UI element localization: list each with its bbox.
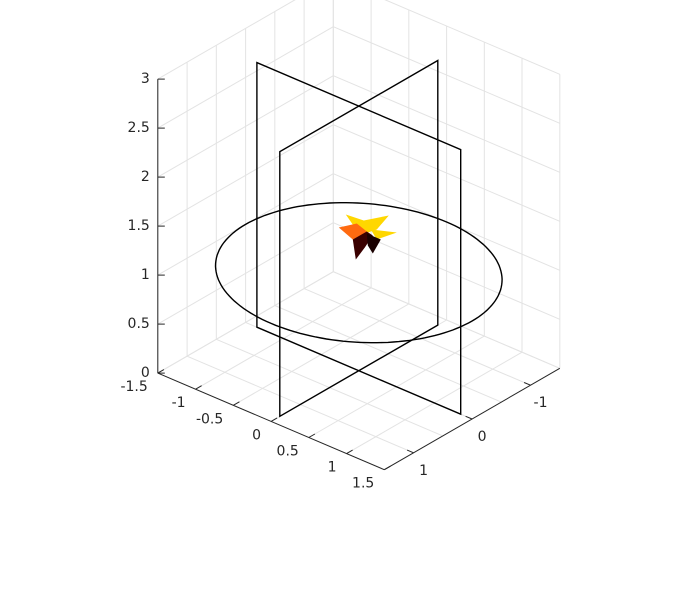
object-face-yellow	[345, 214, 389, 234]
z-tick-label: 2.5	[128, 120, 150, 136]
y-tick	[157, 369, 165, 374]
x-tick	[523, 382, 531, 386]
y-tick-label: 1	[328, 460, 337, 476]
grid-line	[157, 0, 296, 80]
grid-line	[157, 271, 334, 374]
x-tick	[406, 449, 414, 454]
y-tick	[270, 417, 278, 422]
y-tick	[308, 433, 316, 438]
y-tick	[346, 449, 353, 455]
y-tick-label: 0	[252, 427, 261, 443]
y-tick-label: -0.5	[196, 411, 223, 427]
grid-line	[157, 75, 334, 178]
grid-line	[157, 222, 334, 325]
tick-label-layer: -1 0 1 -1.5 -1 -0.5 0 0.5 1 1.5 0 0.5 1 1.5 2 2.5 3	[120, 71, 547, 492]
y-axis-line	[157, 372, 385, 471]
y-tick	[384, 465, 391, 471]
grid-line	[384, 0, 560, 75]
data-layer	[214, 59, 503, 418]
y-tick-label: 1.5	[352, 476, 374, 492]
axis-layer	[157, 78, 561, 471]
z-tick-label: 2	[141, 169, 150, 185]
z-tick-label: 1	[141, 267, 150, 283]
x-tick-label: -1	[534, 395, 548, 411]
object-face-darkest	[366, 233, 381, 254]
grid-line	[333, 75, 560, 173]
y-tick	[233, 401, 240, 406]
grid-line	[157, 26, 334, 129]
y-tick	[195, 385, 202, 390]
z-tick-label: 1.5	[128, 218, 150, 234]
grid-line	[333, 124, 560, 222]
z-tick-label: 3	[141, 71, 150, 87]
frame-yz	[256, 61, 462, 416]
y-tick-label: -1	[172, 395, 186, 411]
grid-line	[157, 124, 334, 227]
object-layer	[338, 214, 397, 260]
z-tick-label: 0.5	[128, 316, 150, 332]
x-tick-label: 1	[419, 463, 428, 479]
grid-line	[333, 26, 560, 124]
x-tick-label: 0	[478, 429, 487, 445]
x-tick	[465, 415, 473, 420]
y-tick-label: -1.5	[120, 379, 147, 395]
y-tick-label: 0.5	[277, 444, 299, 460]
frame-xz	[279, 59, 439, 418]
grid-line	[333, 271, 560, 369]
object-face-yellow-wing	[370, 229, 397, 240]
z-tick-label: 0	[141, 365, 150, 381]
